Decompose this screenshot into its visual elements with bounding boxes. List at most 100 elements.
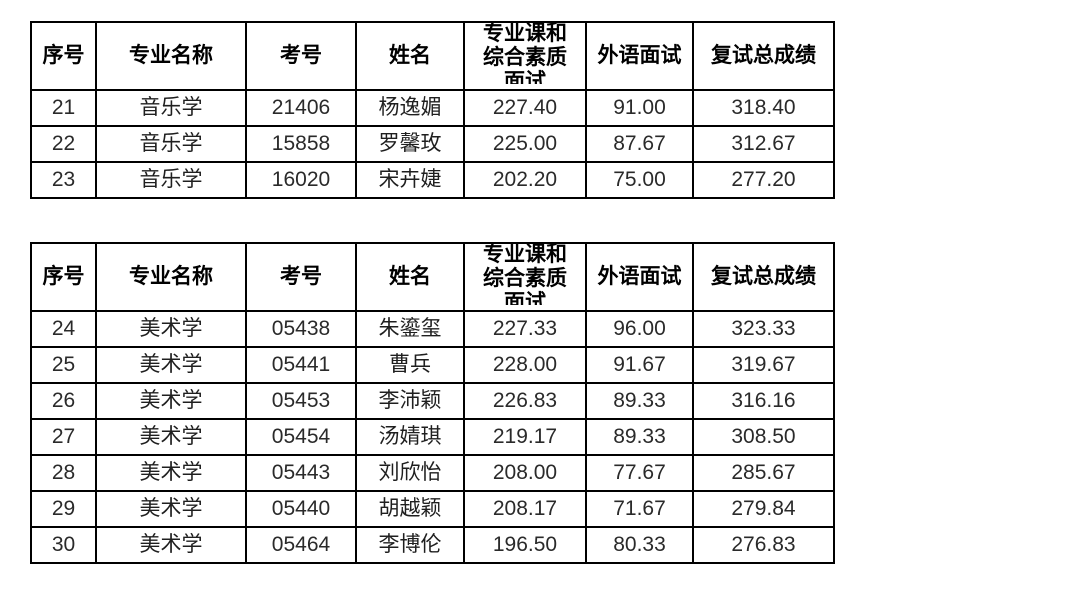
cell-name: 胡越颖	[355, 490, 465, 528]
cell-no: 21	[30, 89, 97, 127]
cell-major: 美术学	[95, 418, 247, 456]
column-header-no: 序号	[30, 21, 97, 91]
column-header-foreign-language-interview: 外语面试	[585, 21, 694, 91]
cell-no: 29	[30, 490, 97, 528]
table-row: 28 美术学 05443 刘欣怡 208.00 77.67 285.67	[30, 454, 835, 492]
hdr-line-2: 综合素质	[483, 267, 567, 290]
cell-exam-no: 16020	[245, 161, 357, 199]
table-row: 26 美术学 05453 李沛颖 226.83 89.33 316.16	[30, 382, 835, 420]
cell-major: 美术学	[95, 490, 247, 528]
column-header-major: 专业名称	[95, 21, 247, 91]
cell-exam-no: 05438	[245, 310, 357, 348]
table-row: 27 美术学 05454 汤婧琪 219.17 89.33 308.50	[30, 418, 835, 456]
cell-major: 音乐学	[95, 161, 247, 199]
column-header-foreign-language-interview: 外语面试	[585, 242, 694, 312]
table-row: 25 美术学 05441 曹兵 228.00 91.67 319.67	[30, 346, 835, 384]
cell-total-score: 276.83	[692, 526, 835, 564]
hdr-line-3: 面试	[504, 70, 546, 84]
cell-exam-no: 05454	[245, 418, 357, 456]
hdr-line-2: 综合素质	[483, 46, 567, 69]
cell-total-score: 312.67	[692, 125, 835, 163]
table-header: 序号 专业名称 考号 姓名 专业课和 综合素质 面试 外语面试 复试总成绩	[30, 21, 835, 91]
table-row: 30 美术学 05464 李博伦 196.50 80.33 276.83	[30, 526, 835, 564]
cell-foreign-score: 89.33	[585, 418, 694, 456]
cell-professional-score: 202.20	[463, 161, 587, 199]
cell-no: 27	[30, 418, 97, 456]
cell-exam-no: 05453	[245, 382, 357, 420]
table-row: 21 音乐学 21406 杨逸媚 227.40 91.00 318.40	[30, 89, 835, 127]
cell-name: 刘欣怡	[355, 454, 465, 492]
cell-total-score: 316.16	[692, 382, 835, 420]
cell-name: 朱鎏玺	[355, 310, 465, 348]
cell-total-score: 308.50	[692, 418, 835, 456]
score-table-fine-arts: 序号 专业名称 考号 姓名 专业课和 综合素质 面试 外语面试 复试总成绩 24…	[30, 242, 835, 564]
cell-no: 24	[30, 310, 97, 348]
cell-foreign-score: 80.33	[585, 526, 694, 564]
cell-foreign-score: 75.00	[585, 161, 694, 199]
cell-exam-no: 05441	[245, 346, 357, 384]
cell-total-score: 285.67	[692, 454, 835, 492]
column-header-exam-no: 考号	[245, 242, 357, 312]
column-header-professional-interview: 专业课和 综合素质 面试	[463, 21, 587, 91]
cell-no: 22	[30, 125, 97, 163]
cell-foreign-score: 91.00	[585, 89, 694, 127]
cell-major: 美术学	[95, 310, 247, 348]
cell-foreign-score: 87.67	[585, 125, 694, 163]
cell-no: 25	[30, 346, 97, 384]
cell-no: 23	[30, 161, 97, 199]
cell-professional-score: 227.33	[463, 310, 587, 348]
cell-total-score: 323.33	[692, 310, 835, 348]
cell-major: 美术学	[95, 382, 247, 420]
header-row: 序号 专业名称 考号 姓名 专业课和 综合素质 面试 外语面试 复试总成绩	[30, 21, 835, 91]
cell-total-score: 319.67	[692, 346, 835, 384]
cell-exam-no: 15858	[245, 125, 357, 163]
cell-major: 美术学	[95, 454, 247, 492]
cell-major: 美术学	[95, 526, 247, 564]
column-header-professional-interview-text: 专业课和 综合素质 面试	[465, 22, 585, 84]
cell-major: 音乐学	[95, 89, 247, 127]
cell-foreign-score: 77.67	[585, 454, 694, 492]
column-header-name: 姓名	[355, 242, 465, 312]
score-table-music: 序号 专业名称 考号 姓名 专业课和 综合素质 面试 外语面试 复试总成绩 21…	[30, 21, 835, 199]
cell-name: 杨逸媚	[355, 89, 465, 127]
cell-professional-score: 226.83	[463, 382, 587, 420]
cell-exam-no: 21406	[245, 89, 357, 127]
table-body: 21 音乐学 21406 杨逸媚 227.40 91.00 318.40 22 …	[30, 89, 835, 199]
cell-professional-score: 228.00	[463, 346, 587, 384]
hdr-line-1: 专业课和	[483, 22, 567, 45]
table-row: 29 美术学 05440 胡越颖 208.17 71.67 279.84	[30, 490, 835, 528]
table-body: 24 美术学 05438 朱鎏玺 227.33 96.00 323.33 25 …	[30, 310, 835, 564]
cell-major: 美术学	[95, 346, 247, 384]
header-row: 序号 专业名称 考号 姓名 专业课和 综合素质 面试 外语面试 复试总成绩	[30, 242, 835, 312]
column-header-exam-no: 考号	[245, 21, 357, 91]
column-header-professional-interview: 专业课和 综合素质 面试	[463, 242, 587, 312]
cell-professional-score: 225.00	[463, 125, 587, 163]
cell-major: 音乐学	[95, 125, 247, 163]
column-header-no: 序号	[30, 242, 97, 312]
table-header: 序号 专业名称 考号 姓名 专业课和 综合素质 面试 外语面试 复试总成绩	[30, 242, 835, 312]
column-header-major: 专业名称	[95, 242, 247, 312]
cell-foreign-score: 89.33	[585, 382, 694, 420]
hdr-line-3: 面试	[504, 291, 546, 305]
cell-exam-no: 05440	[245, 490, 357, 528]
cell-foreign-score: 96.00	[585, 310, 694, 348]
cell-foreign-score: 91.67	[585, 346, 694, 384]
cell-foreign-score: 71.67	[585, 490, 694, 528]
column-header-total: 复试总成绩	[692, 21, 835, 91]
cell-professional-score: 208.17	[463, 490, 587, 528]
cell-professional-score: 196.50	[463, 526, 587, 564]
table-row: 22 音乐学 15858 罗馨玫 225.00 87.67 312.67	[30, 125, 835, 163]
cell-name: 宋卉婕	[355, 161, 465, 199]
cell-total-score: 277.20	[692, 161, 835, 199]
cell-no: 28	[30, 454, 97, 492]
cell-name: 李博伦	[355, 526, 465, 564]
cell-exam-no: 05443	[245, 454, 357, 492]
column-header-name: 姓名	[355, 21, 465, 91]
cell-no: 26	[30, 382, 97, 420]
cell-professional-score: 219.17	[463, 418, 587, 456]
cell-total-score: 279.84	[692, 490, 835, 528]
table-row: 24 美术学 05438 朱鎏玺 227.33 96.00 323.33	[30, 310, 835, 348]
cell-name: 汤婧琪	[355, 418, 465, 456]
column-header-professional-interview-text: 专业课和 综合素质 面试	[465, 243, 585, 305]
